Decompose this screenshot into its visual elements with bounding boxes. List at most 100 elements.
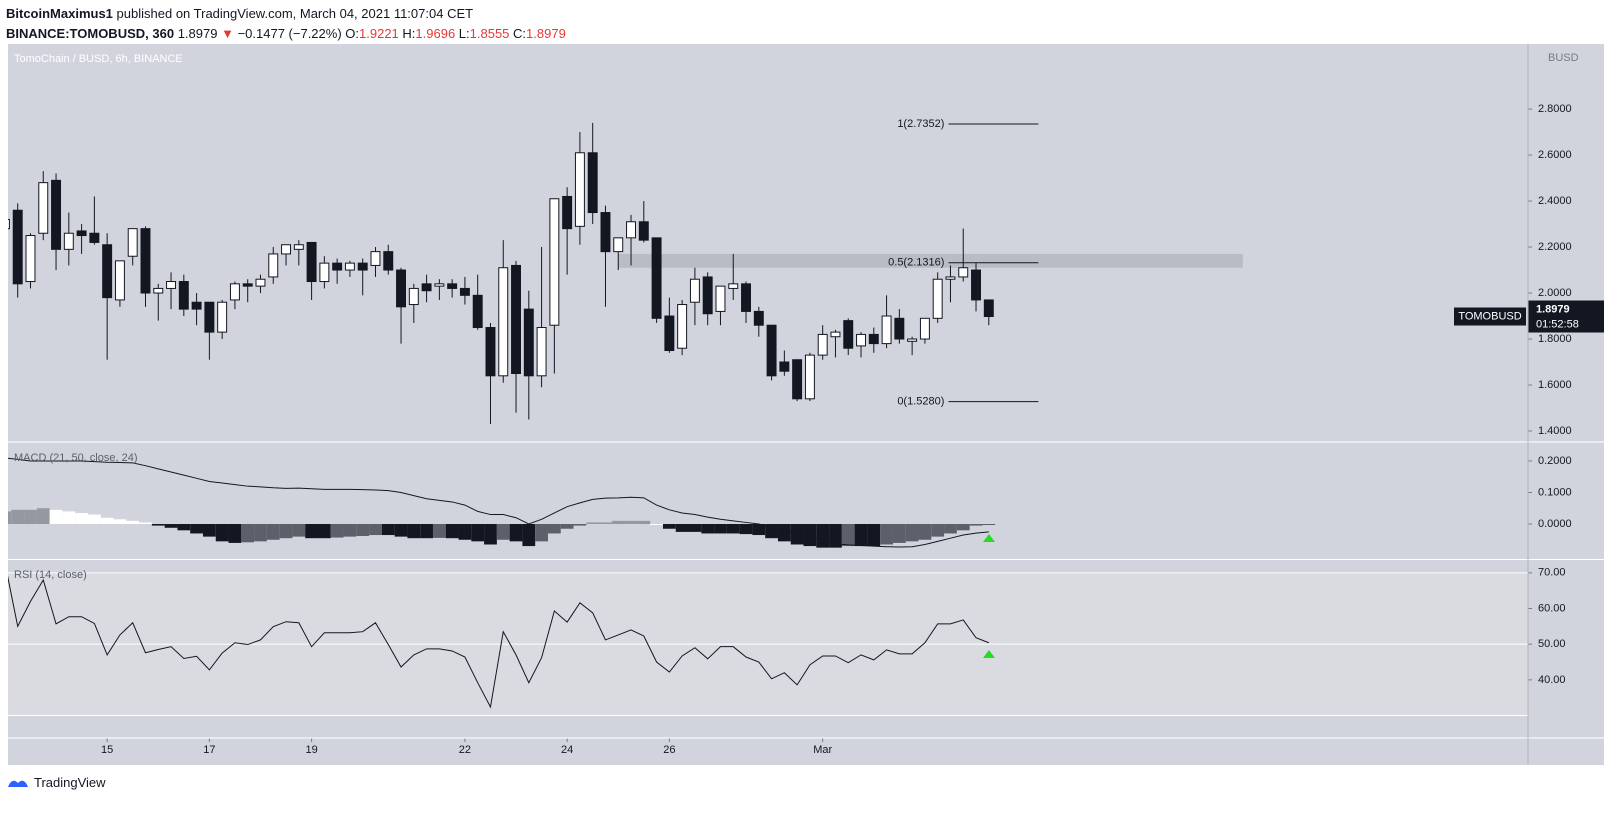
histogram-bar	[215, 524, 229, 542]
ohlc-l: L:	[458, 26, 470, 41]
candle-body	[549, 198, 560, 326]
histogram-bar	[177, 524, 191, 531]
x-tick-label: 24	[561, 744, 573, 756]
candle-body	[817, 333, 828, 356]
chart: 1(2.7352) 0.5(2.1316) 0(1.5280) 1.4000 1.600…	[8, 44, 1604, 765]
histogram-bar	[701, 524, 715, 534]
candle-body	[12, 209, 23, 285]
candle-body	[523, 308, 534, 377]
histogram-bar	[637, 520, 651, 525]
symbol-line: BINANCE:TOMOBUSD, 360 1.8979 ▼ −0.1477 (…	[6, 24, 566, 44]
histogram-bar	[535, 524, 548, 542]
candles	[8, 122, 1243, 425]
candle-body	[907, 338, 918, 342]
fib-label: 0(1.5280)	[897, 395, 944, 407]
histogram-bar	[854, 524, 868, 547]
y-tick-label: 40.00	[1538, 674, 1566, 686]
histogram-bar	[496, 524, 510, 540]
histogram-bar	[241, 524, 255, 543]
histogram-bar	[62, 511, 76, 525]
histogram-bar	[573, 524, 587, 526]
histogram-bar	[228, 524, 242, 543]
histogram-bar	[586, 522, 600, 525]
ohlc-h: H:	[402, 26, 416, 41]
histogram-bar	[139, 522, 152, 525]
histogram-bar	[369, 524, 382, 536]
candle-body	[127, 228, 138, 257]
author: BitcoinMaximus1	[6, 6, 113, 21]
ohlc-c-value: 1.8979	[526, 26, 566, 41]
candle-body	[191, 301, 202, 310]
histogram-bar	[752, 524, 766, 536]
histogram-bar	[202, 524, 216, 537]
histogram-bar	[113, 519, 127, 525]
logo-shape	[8, 780, 28, 787]
histogram-bar	[100, 517, 114, 525]
candle-body	[600, 212, 611, 253]
candle-body	[51, 179, 62, 250]
symbol-label: TOMOBUSD	[1458, 310, 1521, 322]
candle-body	[881, 315, 892, 345]
y-tick-label: 2.0000	[1538, 287, 1572, 299]
candle-body	[38, 182, 49, 234]
histogram-bar	[458, 524, 472, 540]
candle-body	[894, 317, 905, 340]
candle-body	[766, 324, 777, 377]
histogram-bar	[688, 524, 702, 532]
candle-body	[498, 267, 509, 377]
candle-body	[741, 283, 751, 312]
histogram-bar	[944, 524, 957, 534]
candle-body	[319, 262, 330, 283]
histogram-bar	[867, 524, 881, 547]
histogram-bar	[356, 524, 370, 536]
histogram-bar	[381, 524, 395, 536]
histogram-bar	[420, 524, 433, 539]
axis-unit: BUSD	[1548, 52, 1579, 64]
y-tick-label: 60.00	[1538, 602, 1566, 614]
publish-line: BitcoinMaximus1 published on TradingView…	[6, 4, 566, 24]
candle-body	[459, 287, 470, 296]
candle-body	[204, 301, 215, 333]
candle-body	[511, 264, 522, 375]
histogram-bar	[36, 508, 50, 525]
signal-arrow	[983, 534, 995, 542]
candle-body	[945, 276, 956, 280]
candle-body	[344, 262, 355, 271]
candle-body	[332, 262, 343, 271]
price-label-box	[1528, 300, 1604, 333]
candle-body	[140, 228, 151, 294]
histogram-bar	[509, 524, 523, 542]
y-tick-label: 2.2000	[1538, 241, 1572, 253]
y-tick-label: 1.6000	[1538, 379, 1572, 391]
fib-label: 1(2.7352)	[897, 118, 944, 130]
candle-body	[664, 315, 675, 352]
histogram-bar	[611, 520, 625, 525]
candle-body	[562, 195, 573, 230]
histogram-bar	[266, 524, 280, 540]
histogram-bar	[841, 524, 855, 547]
histogram-bar	[292, 524, 306, 537]
histogram-bar	[599, 522, 612, 525]
histogram-bar	[675, 524, 689, 532]
histogram-bar	[969, 524, 983, 526]
candle-body	[689, 278, 700, 303]
candle-body	[383, 251, 394, 271]
candle-body	[856, 333, 866, 347]
candle-body	[102, 244, 113, 299]
histogram-bar	[75, 512, 88, 525]
x-tick-label: 26	[663, 744, 675, 756]
y-tick-label: 0.2000	[1538, 455, 1572, 467]
panel-legend: TomoChain / BUSD, 6h, BINANCE	[14, 53, 183, 65]
histogram-bar	[11, 509, 25, 525]
histogram-bar	[471, 524, 485, 542]
candle-body	[281, 244, 292, 255]
histogram-bar	[918, 524, 932, 540]
candle-body	[613, 237, 624, 253]
candle-body	[421, 283, 432, 292]
histogram-bar	[343, 524, 357, 537]
candle-body	[255, 278, 266, 287]
histogram-bar	[790, 524, 804, 545]
histogram-bar	[24, 509, 37, 525]
